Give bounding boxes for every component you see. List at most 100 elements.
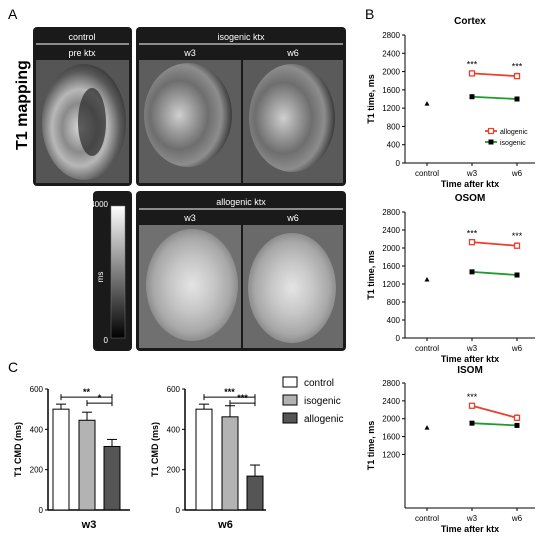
pre-ktx-label: pre ktx xyxy=(68,48,96,58)
series-line-isogenic xyxy=(471,270,518,276)
point-allogenic xyxy=(513,72,521,80)
kidney-image xyxy=(248,233,336,343)
y-tick-label: 2800 xyxy=(382,31,400,40)
allo-w6-label: w6 xyxy=(286,213,299,223)
kidney-image xyxy=(146,229,238,341)
point-isogenic xyxy=(514,96,520,102)
colorbar-min-label: 0 xyxy=(104,336,109,345)
y-tick-label: 200 xyxy=(167,466,181,475)
kidney-image xyxy=(144,63,232,167)
line-chart-osom: OSOM 0 400 800 1200 1600 2000 2400 2800 T1 time, … xyxy=(366,193,535,364)
significance-marker: ** xyxy=(83,387,91,397)
chart-title: OSOM xyxy=(455,193,486,204)
point-allogenic xyxy=(468,238,476,246)
kidney-image xyxy=(249,64,335,172)
x-tick-label: w3 xyxy=(466,169,478,178)
bar-chart-w6: 0 200 400 600 T1 CMD (ms) w6 ****** xyxy=(150,385,266,531)
series-line-allogenic xyxy=(471,241,518,247)
y-tick-label: 1200 xyxy=(382,280,400,289)
x-tick-label: w6 xyxy=(511,514,523,523)
panel-label-c: C xyxy=(8,359,18,375)
legend-c: control isogenic allogenic xyxy=(282,376,343,425)
y-tick-label: 1200 xyxy=(382,450,400,459)
y-tick-label: 400 xyxy=(167,425,181,434)
iso-w6-label: w6 xyxy=(286,48,299,58)
significance-marker: *** xyxy=(467,228,478,238)
series-line-allogenic xyxy=(471,72,518,78)
bar-isogenic xyxy=(221,416,239,511)
chart-title: Cortex xyxy=(454,16,486,27)
control-point xyxy=(424,425,430,430)
x-axis-title: w3 xyxy=(81,519,97,531)
y-tick-label: 2800 xyxy=(382,379,400,388)
y-tick-label: 2000 xyxy=(382,68,400,77)
y-tick-label: 0 xyxy=(176,506,181,515)
y-tick-label: 400 xyxy=(30,425,44,434)
isogenic-group-label: isogenic ktx xyxy=(217,32,265,42)
significance-marker: *** xyxy=(512,231,523,241)
x-axis-label: Time after ktx xyxy=(441,524,499,534)
line-chart-cortex: Cortex 0 400 800 1200 1600 2000 2400 2800 T1 time… xyxy=(366,16,535,189)
x-axis-label: Time after ktx xyxy=(441,354,499,364)
y-tick-label: 800 xyxy=(387,298,401,307)
legend-label-control: control xyxy=(304,378,334,389)
y-axis-label: T1 CMD (ms) xyxy=(13,422,23,477)
y-tick-label: 2400 xyxy=(382,49,400,58)
point-allogenic xyxy=(513,414,521,421)
y-tick-label: 1600 xyxy=(382,433,400,442)
x-axis-title: w6 xyxy=(217,519,233,531)
significance-marker: * xyxy=(98,393,102,403)
legend-marker-isogenic xyxy=(488,139,494,145)
legend-swatch-allogenic xyxy=(282,412,298,424)
colorbar xyxy=(110,205,126,339)
t1-mapping-title: T1 mapping xyxy=(14,60,31,150)
y-tick-label: 2800 xyxy=(382,208,400,217)
y-axis-label: T1 time, ms xyxy=(366,74,376,124)
allo-w3-label: w3 xyxy=(183,213,196,223)
y-tick-label: 0 xyxy=(396,334,401,343)
y-tick-label: 600 xyxy=(30,385,44,394)
y-axis-label: T1 time, ms xyxy=(366,250,376,300)
colorbar-unit-label: ms xyxy=(96,272,105,283)
bar-isogenic xyxy=(78,419,96,511)
y-tick-label: 1600 xyxy=(382,262,400,271)
y-axis-label: T1 CMD (ms) xyxy=(150,422,160,477)
y-tick-label: 2400 xyxy=(382,226,400,235)
point-isogenic xyxy=(469,94,475,100)
x-tick-label: control xyxy=(415,169,439,178)
bar-allogenic xyxy=(103,445,121,511)
y-tick-label: 2400 xyxy=(382,397,400,406)
x-tick-label: w6 xyxy=(511,169,523,178)
iso-w3-label: w3 xyxy=(183,48,196,58)
control-point xyxy=(424,277,430,282)
significance-marker: *** xyxy=(224,387,235,397)
legend-swatch-control xyxy=(282,376,298,388)
point-isogenic xyxy=(514,272,520,278)
significance-marker: *** xyxy=(467,392,478,402)
x-tick-label: w3 xyxy=(466,514,478,523)
kidney-pelvis xyxy=(78,88,106,156)
y-tick-label: 800 xyxy=(387,122,401,131)
y-tick-label: 2000 xyxy=(382,415,400,424)
legend-swatch-isogenic xyxy=(282,394,298,406)
series-line-isogenic xyxy=(471,95,518,100)
y-axis-label: T1 time, ms xyxy=(366,421,376,471)
point-isogenic xyxy=(469,269,475,275)
x-tick-label: w6 xyxy=(511,344,523,353)
allogenic-group-label: allogenic ktx xyxy=(216,197,266,207)
series-line-isogenic xyxy=(471,422,518,427)
y-tick-label: 0 xyxy=(39,506,44,515)
y-tick-label: 200 xyxy=(30,466,44,475)
x-tick-label: w3 xyxy=(466,344,478,353)
significance-marker: *** xyxy=(512,61,523,71)
y-tick-label: 2000 xyxy=(382,244,400,253)
point-allogenic xyxy=(468,70,476,77)
x-tick-label: control xyxy=(415,344,439,353)
panel-label-b: B xyxy=(365,6,374,22)
legend-label-allogenic: allogenic xyxy=(304,414,343,425)
colorbar-max-label: 4000 xyxy=(90,200,108,209)
y-tick-label: 0 xyxy=(396,159,401,168)
